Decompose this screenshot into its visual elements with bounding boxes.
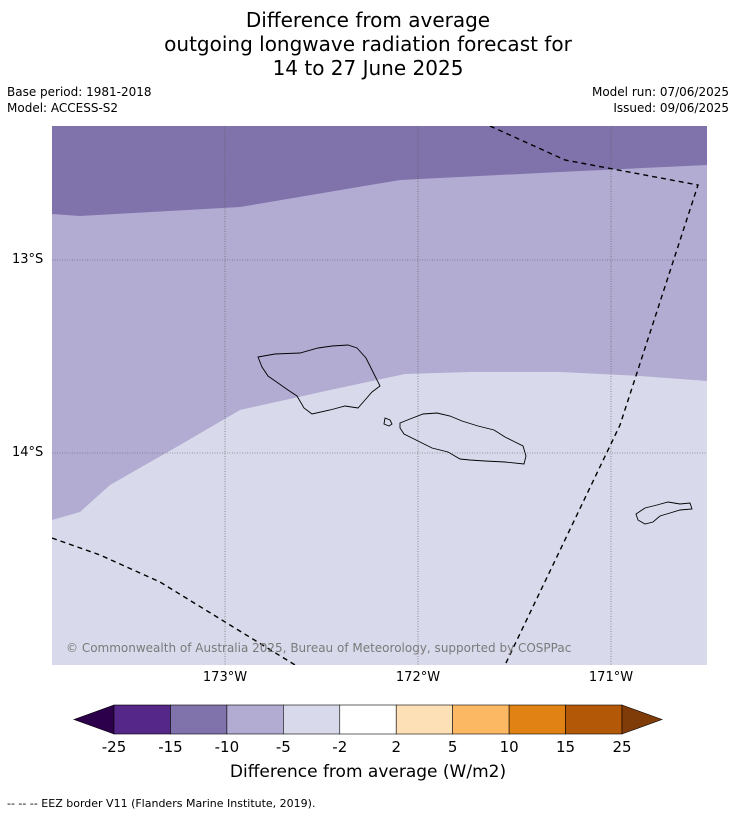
colorbar-box [339,704,397,735]
island-manono [383,417,393,427]
colorbar-arrow-high [621,704,663,735]
colorbar-tick-label: -10 [214,738,240,756]
model-name: Model: ACCESS-S2 [7,101,119,115]
colorbar-tick-label: 15 [556,738,576,756]
colorbar-tick-label: 5 [447,738,458,756]
gridlines [52,126,707,665]
lon-label-172w: 172°W [395,670,441,685]
colorbar-tick-label: 2 [391,738,401,756]
colorbar-box [113,704,171,735]
colorbar-tick-label: -5 [275,738,291,756]
lon-label-173w: 173°W [202,670,248,685]
title-line-2: outgoing longwave radiation forecast for [164,32,572,56]
colorbar-box [508,704,566,735]
band-minus15-minus10 [52,126,707,216]
chart-title: Difference from average outgoing longwav… [0,8,736,80]
lon-label-171w: 171°W [588,670,634,685]
band-minus10-minus5 [52,126,707,520]
meta-right: Model run: 07/06/2025 Issued: 09/06/2025 [592,84,729,116]
colorbar-tick-label: 10 [499,738,519,756]
eez-footnote: -- -- -- EEZ border V11 (Flanders Marine… [7,797,316,810]
colorbar-box [226,704,284,735]
colorbar-box [395,704,453,735]
colorbar-box [565,704,623,735]
map-area [52,126,707,665]
issued-date: Issued: 09/06/2025 [613,101,729,115]
colorbar-tick-label: 25 [612,738,632,756]
island-upolu [399,412,527,465]
lat-label-13s: 13°S [12,252,44,267]
title-line-3: 14 to 27 June 2025 [272,56,464,80]
colorbar-label: Difference from average (W/m2) [229,762,507,782]
colorbar-box [170,704,228,735]
colorbar-tick-label: -25 [101,738,127,756]
base-period: Base period: 1981-2018 [7,85,152,99]
colorbar-arrow-low [73,704,115,735]
lat-label-14s: 14°S [12,445,44,460]
title-line-1: Difference from average [245,8,491,32]
colorbar-box [452,704,510,735]
copyright-credit: © Commonwealth of Australia 2025, Bureau… [66,641,572,655]
model-run: Model run: 07/06/2025 [591,85,729,99]
colorbar-box [283,704,341,735]
colorbar-tick-label: -2 [332,738,348,756]
island-tutuila [635,501,693,525]
colorbar-tick-label: -15 [158,738,183,756]
island-savaii [257,344,381,415]
colorbar [73,704,663,735]
meta-left: Base period: 1981-2018 Model: ACCESS-S2 [7,84,152,116]
eez-border [52,126,699,665]
